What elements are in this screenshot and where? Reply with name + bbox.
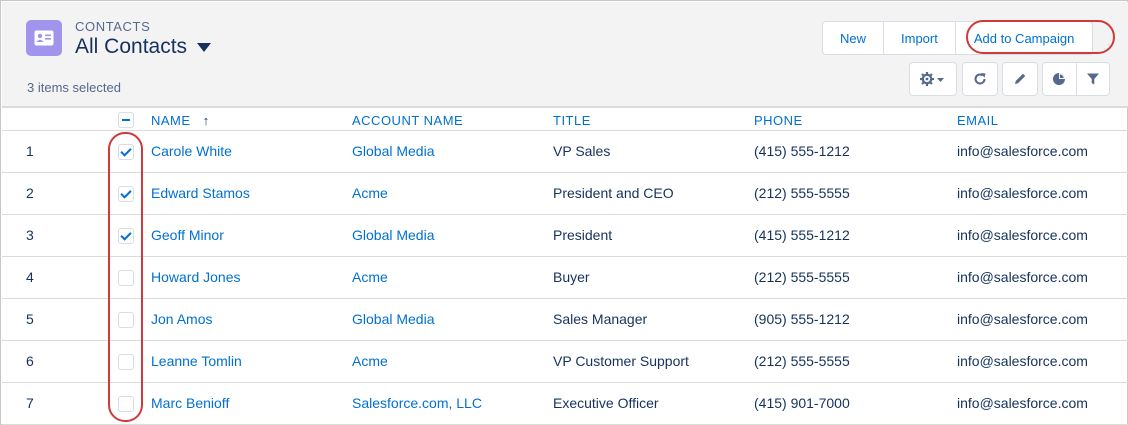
filter-icon bbox=[1086, 73, 1099, 85]
contact-name-link[interactable]: Howard Jones bbox=[151, 269, 241, 285]
phone-cell: (905) 555-1212 bbox=[754, 311, 850, 327]
email-cell: info@salesforce.com bbox=[957, 227, 1088, 243]
phone-cell: (415) 901-7000 bbox=[754, 395, 850, 411]
title-cell: Executive Officer bbox=[553, 395, 659, 411]
row-select-checkbox[interactable] bbox=[118, 228, 134, 244]
chart-button[interactable] bbox=[1043, 63, 1077, 95]
table-row: 7 Marc Benioff Salesforce.com, LLC Executiv… bbox=[2, 383, 1128, 425]
object-type-label: CONTACTS bbox=[75, 19, 151, 34]
row-select-checkbox[interactable] bbox=[118, 312, 134, 328]
pie-chart-icon bbox=[1053, 73, 1066, 85]
row-select-checkbox[interactable] bbox=[118, 186, 134, 202]
table-row: 4 Howard Jones Acme Buyer (212) 555-5555 info… bbox=[2, 257, 1128, 299]
row-number: 6 bbox=[26, 353, 34, 369]
email-cell: info@salesforce.com bbox=[957, 311, 1088, 327]
edit-icon bbox=[1015, 73, 1026, 84]
email-cell: info@salesforce.com bbox=[957, 353, 1088, 369]
table-body: 1 Carole White Global Media VP Sales (415) 5… bbox=[2, 131, 1128, 425]
title-cell: VP Sales bbox=[553, 143, 611, 159]
phone-cell: (212) 555-5555 bbox=[754, 269, 850, 285]
title-cell: President bbox=[553, 227, 613, 243]
import-button[interactable]: Import bbox=[883, 22, 955, 54]
inline-edit-button[interactable] bbox=[1002, 62, 1038, 96]
account-name-link[interactable]: Global Media bbox=[352, 227, 435, 243]
email-cell: info@salesforce.com bbox=[957, 185, 1088, 201]
table-row: 5 Jon Amos Global Media Sales Manager (905) … bbox=[2, 299, 1128, 341]
account-name-link[interactable]: Acme bbox=[352, 353, 388, 369]
row-number: 2 bbox=[26, 185, 34, 201]
title-cell: President and CEO bbox=[553, 185, 674, 201]
contact-name-link[interactable]: Carole White bbox=[151, 143, 232, 159]
filter-button[interactable] bbox=[1077, 63, 1110, 95]
account-name-link[interactable]: Global Media bbox=[352, 311, 435, 327]
phone-cell: (212) 555-5555 bbox=[754, 185, 850, 201]
phone-cell: (212) 555-5555 bbox=[754, 353, 850, 369]
chart-filter-group bbox=[1042, 62, 1110, 96]
refresh-button[interactable] bbox=[962, 62, 998, 96]
column-name-label: NAME bbox=[151, 113, 191, 128]
row-number: 1 bbox=[26, 143, 34, 159]
new-button[interactable]: New bbox=[823, 22, 884, 54]
contact-card-icon bbox=[26, 20, 62, 56]
caret-down-icon[interactable] bbox=[197, 42, 212, 52]
sort-ascending-icon: ↑ bbox=[202, 113, 210, 128]
contact-name-link[interactable]: Jon Amos bbox=[151, 311, 213, 327]
contacts-table: NAME ↑ ACCOUNT NAME TITLE PHONE EMAIL 1 C… bbox=[2, 110, 1128, 425]
table-header-row: NAME ↑ ACCOUNT NAME TITLE PHONE EMAIL bbox=[2, 110, 1128, 131]
select-all-checkbox[interactable] bbox=[118, 112, 134, 128]
title-cell: VP Customer Support bbox=[553, 353, 689, 369]
table-row: 2 Edward Stamos Acme President and CEO (212)… bbox=[2, 173, 1128, 215]
row-select-checkbox[interactable] bbox=[118, 270, 134, 286]
table-row: 3 Geoff Minor Global Media President (415) 5… bbox=[2, 215, 1128, 257]
column-header-title[interactable]: TITLE bbox=[553, 113, 591, 128]
title-cell: Sales Manager bbox=[553, 311, 648, 327]
action-button-group: New Import Add to Campaign bbox=[822, 21, 1094, 55]
list-view-selector[interactable]: All Contacts bbox=[75, 35, 212, 59]
contact-name-link[interactable]: Marc Benioff bbox=[151, 395, 230, 411]
account-name-link[interactable]: Acme bbox=[352, 269, 388, 285]
list-view-name: All Contacts bbox=[75, 35, 188, 58]
column-header-phone[interactable]: PHONE bbox=[754, 113, 803, 128]
row-select-checkbox[interactable] bbox=[118, 354, 134, 370]
contact-name-link[interactable]: Leanne Tomlin bbox=[151, 353, 242, 369]
row-select-checkbox[interactable] bbox=[118, 396, 134, 412]
email-cell: info@salesforce.com bbox=[957, 269, 1088, 285]
email-cell: info@salesforce.com bbox=[957, 143, 1088, 159]
list-settings-button[interactable] bbox=[909, 62, 957, 96]
gear-icon bbox=[920, 72, 944, 86]
list-view-header: CONTACTS All Contacts 3 items selected N… bbox=[2, 2, 1128, 108]
table-row: 6 Leanne Tomlin Acme VP Customer Support (21… bbox=[2, 341, 1128, 383]
row-number: 3 bbox=[26, 227, 34, 243]
row-number: 5 bbox=[26, 311, 34, 327]
phone-cell: (415) 555-1212 bbox=[754, 143, 850, 159]
title-cell: Buyer bbox=[553, 269, 590, 285]
table-row: 1 Carole White Global Media VP Sales (415) 5… bbox=[2, 131, 1128, 173]
contact-name-link[interactable]: Geoff Minor bbox=[151, 227, 224, 243]
account-name-link[interactable]: Acme bbox=[352, 185, 388, 201]
add-to-campaign-button[interactable]: Add to Campaign bbox=[954, 22, 1093, 54]
row-number: 7 bbox=[26, 395, 34, 411]
row-number: 4 bbox=[26, 269, 34, 285]
selected-items-count: 3 items selected bbox=[27, 80, 121, 95]
contact-name-link[interactable]: Edward Stamos bbox=[151, 185, 250, 201]
email-cell: info@salesforce.com bbox=[957, 395, 1088, 411]
account-name-link[interactable]: Global Media bbox=[352, 143, 435, 159]
column-header-name[interactable]: NAME ↑ bbox=[151, 113, 210, 128]
refresh-icon bbox=[974, 73, 986, 85]
row-select-checkbox[interactable] bbox=[118, 144, 134, 160]
account-name-link[interactable]: Salesforce.com, LLC bbox=[352, 395, 482, 411]
column-header-email[interactable]: EMAIL bbox=[957, 113, 999, 128]
phone-cell: (415) 555-1212 bbox=[754, 227, 850, 243]
column-header-account[interactable]: ACCOUNT NAME bbox=[352, 113, 464, 128]
